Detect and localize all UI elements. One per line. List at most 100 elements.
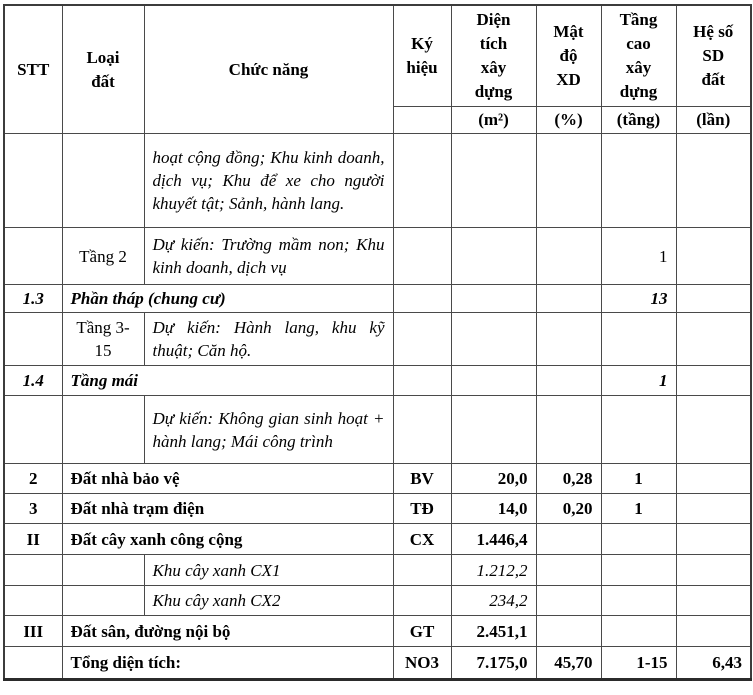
cell-dat-nha-tram-dien-stt: 3 bbox=[3, 493, 63, 524]
table-row-khu-cay-xanh-cx1: Khu cây xanh CX1 1.212,2 bbox=[3, 554, 752, 586]
cell-tang-mai-description-ky-hieu bbox=[392, 395, 452, 464]
cell-tang1-continuation-loai-dat bbox=[61, 133, 145, 228]
cell-tang-2-he-so-sd-dat bbox=[675, 227, 752, 285]
cell-khu-cay-xanh-cx2-dien-tich-xay-dung: 234,2 bbox=[450, 585, 537, 616]
cell-dat-san-duong-noi-bo-mat-do-xd bbox=[535, 615, 602, 647]
cell-tang-2-chuc-nang: Dự kiến: Trường mầm non; Khu kinh doanh,… bbox=[143, 227, 394, 285]
cell-dat-san-duong-noi-bo-he-so-sd-dat bbox=[675, 615, 752, 647]
cell-tang-mai-description-dien-tich-xay-dung bbox=[450, 395, 537, 464]
cell-phan-thap-1-3-he-so-sd-dat bbox=[675, 284, 752, 313]
cell-dat-nha-tram-dien-loai-dat: Đất nhà trạm điện bbox=[61, 493, 394, 524]
cell-dat-cay-xanh-cong-cong-loai-dat: Đất cây xanh công cộng bbox=[61, 523, 394, 555]
cell-dat-nha-tram-dien-he-so-sd-dat bbox=[675, 493, 752, 524]
cell-dat-san-duong-noi-bo-loai-dat: Đất sân, đường nội bộ bbox=[61, 615, 394, 647]
cell-phan-thap-1-3-ky-hieu bbox=[392, 284, 452, 313]
cell-khu-cay-xanh-cx2-stt bbox=[3, 585, 63, 616]
cell-tang-mai-description-stt bbox=[3, 395, 63, 464]
cell-tang-mai-1-4-loai-dat: Tầng mái bbox=[61, 365, 394, 396]
table-row-khu-cay-xanh-cx2: Khu cây xanh CX2 234,2 bbox=[3, 585, 752, 616]
cell-phan-thap-1-3-stt: 1.3 bbox=[3, 284, 63, 313]
cell-tang-2-mat-do-xd bbox=[535, 227, 602, 285]
cell-tang1-continuation-stt bbox=[3, 133, 63, 228]
cell-dat-nha-bao-ve-mat-do-xd: 0,28 bbox=[535, 463, 602, 494]
unit-cell-dien-tich-xay-dung: (m²) bbox=[450, 106, 537, 134]
cell-dat-cay-xanh-cong-cong-ky-hieu: CX bbox=[392, 523, 452, 555]
table-row-dat-san-duong-noi-bo: III Đất sân, đường nội bộ GT 2.451,1 bbox=[3, 615, 752, 647]
cell-tang1-continuation-ky-hieu bbox=[392, 133, 452, 228]
cell-tang-mai-description-chuc-nang: Dự kiến: Không gian sinh hoạt + hành lan… bbox=[143, 395, 394, 464]
cell-dat-nha-tram-dien-tang-cao-xay-dung: 1 bbox=[600, 493, 677, 524]
table-row-tang-mai-description: Dự kiến: Không gian sinh hoạt + hành lan… bbox=[3, 395, 752, 464]
cell-dat-cay-xanh-cong-cong-he-so-sd-dat bbox=[675, 523, 752, 555]
cell-phan-thap-1-3-tang-cao-xay-dung: 13 bbox=[600, 284, 677, 313]
header-cell-stt: STT bbox=[3, 4, 63, 134]
cell-dat-nha-bao-ve-he-so-sd-dat bbox=[675, 463, 752, 494]
cell-tang1-continuation-dien-tich-xay-dung bbox=[450, 133, 537, 228]
table-row-phan-thap-1-3: 1.3 Phần tháp (chung cư) 13 bbox=[3, 284, 752, 313]
table-row-tang1-continuation: hoạt cộng đồng; Khu kinh doanh, dịch vụ;… bbox=[3, 133, 752, 228]
cell-tang-3-15-mat-do-xd bbox=[535, 312, 602, 366]
cell-tang1-continuation-mat-do-xd bbox=[535, 133, 602, 228]
table-row-tang-2: Tầng 2 Dự kiến: Trường mầm non; Khu kinh … bbox=[3, 227, 752, 285]
cell-khu-cay-xanh-cx1-tang-cao-xay-dung bbox=[600, 554, 677, 586]
cell-tang1-continuation-he-so-sd-dat bbox=[675, 133, 752, 228]
header-cell-ky-hieu: Ký hiệu bbox=[392, 4, 452, 107]
cell-dat-nha-tram-dien-mat-do-xd: 0,20 bbox=[535, 493, 602, 524]
cell-tang-3-15-tang-cao-xay-dung bbox=[600, 312, 677, 366]
cell-khu-cay-xanh-cx1-he-so-sd-dat bbox=[675, 554, 752, 586]
cell-khu-cay-xanh-cx2-tang-cao-xay-dung bbox=[600, 585, 677, 616]
cell-tang1-continuation-chuc-nang: hoạt cộng đồng; Khu kinh doanh, dịch vụ;… bbox=[143, 133, 394, 228]
cell-dat-san-duong-noi-bo-stt: III bbox=[3, 615, 63, 647]
cell-dat-nha-bao-ve-ky-hieu: BV bbox=[392, 463, 452, 494]
table-body: hoạt cộng đồng; Khu kinh doanh, dịch vụ;… bbox=[3, 133, 752, 681]
cell-tang-mai-description-mat-do-xd bbox=[535, 395, 602, 464]
table-row-tang-mai-1-4: 1.4 Tầng mái 1 bbox=[3, 365, 752, 396]
cell-tang-2-ky-hieu bbox=[392, 227, 452, 285]
cell-tang-mai-1-4-mat-do-xd bbox=[535, 365, 602, 396]
cell-dat-cay-xanh-cong-cong-stt: II bbox=[3, 523, 63, 555]
cell-tang-3-15-loai-dat: Tầng 3-15 bbox=[61, 312, 145, 366]
cell-dat-nha-tram-dien-dien-tich-xay-dung: 14,0 bbox=[450, 493, 537, 524]
cell-tang-mai-description-tang-cao-xay-dung bbox=[600, 395, 677, 464]
table-row-dat-nha-bao-ve: 2 Đất nhà bảo vệ BV 20,0 0,28 1 bbox=[3, 463, 752, 494]
table-row-dat-cay-xanh-cong-cong: II Đất cây xanh công cộng CX 1.446,4 bbox=[3, 523, 752, 555]
cell-tong-dien-tich-he-so-sd-dat: 6,43 bbox=[675, 646, 752, 681]
cell-tang-3-15-chuc-nang: Dự kiến: Hành lang, khu kỹ thuật; Căn hộ… bbox=[143, 312, 394, 366]
cell-tong-dien-tich-loai-dat: Tổng diện tích: bbox=[61, 646, 394, 681]
cell-tang-2-tang-cao-xay-dung: 1 bbox=[600, 227, 677, 285]
cell-khu-cay-xanh-cx1-loai-dat bbox=[61, 554, 145, 586]
table-row-dat-nha-tram-dien: 3 Đất nhà trạm điện TĐ 14,0 0,20 1 bbox=[3, 493, 752, 524]
cell-khu-cay-xanh-cx2-loai-dat bbox=[61, 585, 145, 616]
cell-dat-nha-bao-ve-dien-tich-xay-dung: 20,0 bbox=[450, 463, 537, 494]
unit-cell-mat-do-xd: (%) bbox=[535, 106, 602, 134]
land-use-table: STT Loại đất Chức năng Ký hiệu Diện tích xây… bbox=[3, 4, 752, 681]
cell-tong-dien-tich-mat-do-xd: 45,70 bbox=[535, 646, 602, 681]
cell-khu-cay-xanh-cx1-stt bbox=[3, 554, 63, 586]
cell-tang-mai-1-4-stt: 1.4 bbox=[3, 365, 63, 396]
cell-tang-mai-1-4-he-so-sd-dat bbox=[675, 365, 752, 396]
table-row-tong-dien-tich: Tổng diện tích: NO3 7.175,0 45,70 1-15 6,43 bbox=[3, 646, 752, 681]
cell-khu-cay-xanh-cx1-mat-do-xd bbox=[535, 554, 602, 586]
cell-tang-2-loai-dat: Tầng 2 bbox=[61, 227, 145, 285]
cell-tang-3-15-ky-hieu bbox=[392, 312, 452, 366]
cell-tang-3-15-dien-tich-xay-dung bbox=[450, 312, 537, 366]
cell-khu-cay-xanh-cx2-ky-hieu bbox=[392, 585, 452, 616]
unit-cell-he-so-sd-dat: (lần) bbox=[675, 106, 752, 134]
cell-dat-san-duong-noi-bo-ky-hieu: GT bbox=[392, 615, 452, 647]
cell-dat-san-duong-noi-bo-dien-tich-xay-dung: 2.451,1 bbox=[450, 615, 537, 647]
header-cell-he-so-sd-dat: Hệ số SD đất bbox=[675, 4, 752, 107]
cell-tong-dien-tich-tang-cao-xay-dung: 1-15 bbox=[600, 646, 677, 681]
cell-tang-2-dien-tich-xay-dung bbox=[450, 227, 537, 285]
cell-khu-cay-xanh-cx1-ky-hieu bbox=[392, 554, 452, 586]
cell-dat-cay-xanh-cong-cong-tang-cao-xay-dung bbox=[600, 523, 677, 555]
header-cell-tang-cao-xay-dung: Tầng cao xây dựng bbox=[600, 4, 677, 107]
cell-phan-thap-1-3-loai-dat: Phần tháp (chung cư) bbox=[61, 284, 394, 313]
header-cell-dien-tich-xay-dung: Diện tích xây dựng bbox=[450, 4, 537, 107]
table-header: STT Loại đất Chức năng Ký hiệu Diện tích xây… bbox=[3, 4, 752, 134]
header-cell-loai-dat: Loại đất bbox=[61, 4, 145, 134]
cell-dat-nha-bao-ve-stt: 2 bbox=[3, 463, 63, 494]
table-row-tang-3-15: Tầng 3-15 Dự kiến: Hành lang, khu kỹ thuậ… bbox=[3, 312, 752, 366]
cell-khu-cay-xanh-cx2-chuc-nang: Khu cây xanh CX2 bbox=[143, 585, 394, 616]
cell-khu-cay-xanh-cx1-chuc-nang: Khu cây xanh CX1 bbox=[143, 554, 394, 586]
